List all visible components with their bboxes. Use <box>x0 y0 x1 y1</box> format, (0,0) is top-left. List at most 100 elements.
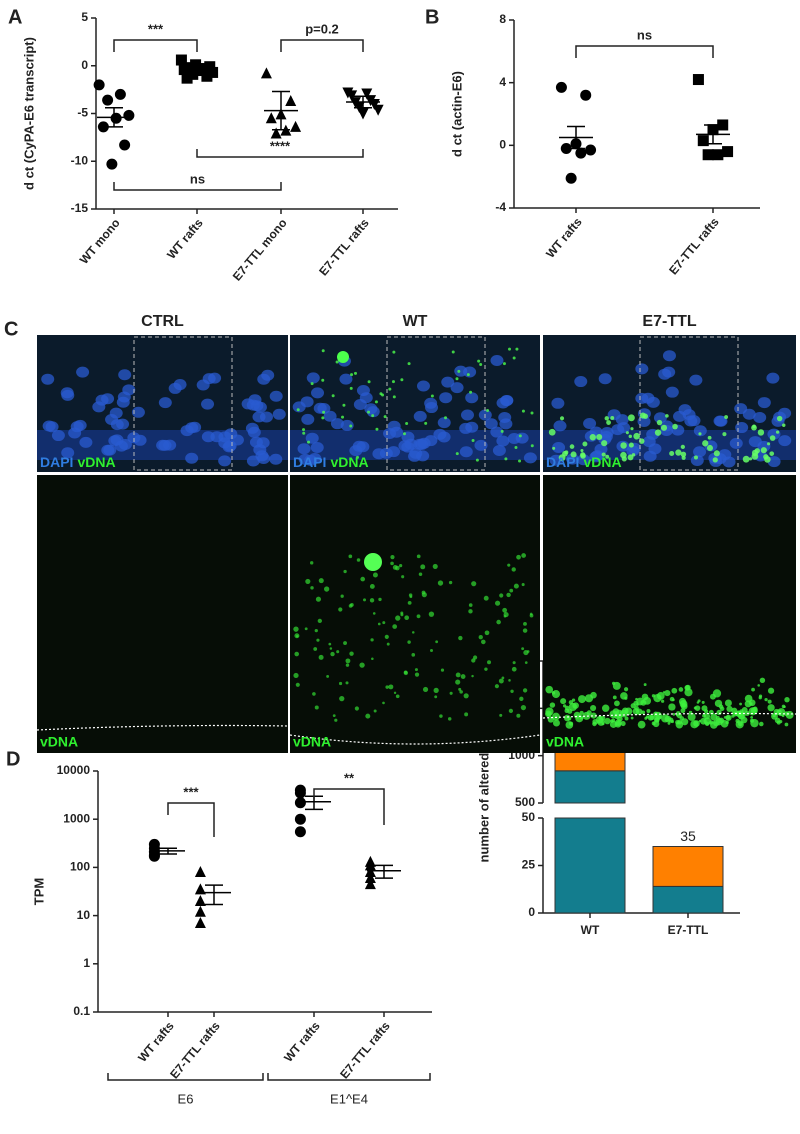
y-axis-label: d ct (actin-E6) <box>449 71 464 157</box>
data-point <box>372 104 384 116</box>
nucleus <box>366 406 380 418</box>
green-dot <box>523 621 527 626</box>
green-dot <box>400 611 404 615</box>
green-dot <box>458 635 463 641</box>
green-dot <box>499 713 503 717</box>
green-dot <box>337 351 349 363</box>
nucleus <box>767 456 781 468</box>
green-dot <box>596 433 603 441</box>
nucleus <box>626 445 640 457</box>
green-dot <box>400 378 404 382</box>
green-dot <box>418 572 423 577</box>
green-dot <box>630 716 634 720</box>
green-dot <box>671 687 678 694</box>
green-dot <box>590 691 597 699</box>
green-dot <box>414 672 420 677</box>
x-tick-label: E7-TTL rafts <box>337 1019 393 1082</box>
green-dot <box>714 699 723 708</box>
nucleus <box>552 442 566 454</box>
green-dot <box>620 692 628 700</box>
green-dot <box>345 681 349 685</box>
green-dot <box>403 670 409 676</box>
green-dot <box>516 713 521 718</box>
green-dot <box>293 672 299 679</box>
green-dot <box>725 714 732 721</box>
nucleus <box>92 401 106 413</box>
green-dot <box>567 716 572 721</box>
green-dot <box>479 363 483 367</box>
data-point <box>285 95 297 107</box>
green-dot <box>372 572 378 578</box>
green-dot <box>360 576 366 582</box>
channel-label: vDNA <box>293 734 331 750</box>
nucleus <box>641 392 655 404</box>
green-dot <box>575 714 584 723</box>
green-dot <box>318 578 324 584</box>
nucleus <box>742 408 756 420</box>
nucleus <box>474 439 488 451</box>
green-dot <box>656 419 663 426</box>
green-dot <box>315 596 322 602</box>
green-dot <box>693 720 700 727</box>
green-dot <box>552 446 556 450</box>
significance-label: **** <box>270 138 291 153</box>
green-dot <box>606 420 611 425</box>
nucleus <box>753 412 767 424</box>
panel-letter: A <box>8 6 22 28</box>
green-dot <box>451 350 455 354</box>
green-dot <box>549 702 556 708</box>
green-dot <box>475 458 479 462</box>
green-dot <box>670 719 675 724</box>
green-dot <box>390 555 395 560</box>
significance-label: *** <box>183 784 199 799</box>
green-dot <box>681 703 686 707</box>
green-dot <box>510 689 514 693</box>
green-dot <box>757 429 765 436</box>
green-dot <box>785 710 794 719</box>
nucleus <box>757 397 771 409</box>
green-dot <box>521 647 525 651</box>
green-dot <box>486 409 490 413</box>
green-dot <box>637 720 646 729</box>
green-dot <box>684 685 690 691</box>
nucleus <box>387 420 401 432</box>
column-title: CTRL <box>141 313 184 330</box>
green-dot <box>496 619 501 625</box>
nucleus <box>246 455 260 467</box>
green-dot <box>707 435 712 440</box>
green-dot <box>776 415 783 422</box>
y-tick-label: 500 <box>515 795 535 809</box>
green-dot <box>783 705 786 709</box>
x-tick-label: E7-TTL rafts <box>666 215 722 278</box>
nucleus <box>323 410 337 422</box>
nucleus <box>117 391 131 403</box>
nucleus <box>490 426 504 438</box>
green-dot <box>724 699 732 707</box>
green-dot <box>373 709 377 713</box>
green-dot <box>390 561 394 566</box>
significance-label: ns <box>190 171 205 186</box>
green-dot <box>627 414 635 422</box>
green-dot <box>512 661 516 665</box>
green-dot <box>701 705 708 712</box>
green-dot <box>483 595 489 601</box>
green-dot <box>654 429 662 436</box>
green-dot <box>293 626 299 632</box>
green-dot <box>338 681 343 686</box>
green-dot <box>551 690 561 699</box>
green-dot <box>437 580 444 586</box>
nucleus <box>441 376 455 388</box>
green-dot <box>355 455 359 459</box>
green-dot <box>395 694 400 699</box>
green-dot <box>784 722 789 727</box>
green-dot <box>558 454 566 462</box>
green-dot <box>356 558 361 562</box>
nucleus <box>330 418 344 430</box>
green-dot <box>466 373 470 377</box>
data-point <box>265 112 277 124</box>
green-dot <box>401 575 405 579</box>
green-dot <box>435 640 439 644</box>
green-dot <box>712 689 722 698</box>
data-point <box>560 142 572 154</box>
green-dot <box>612 681 621 690</box>
